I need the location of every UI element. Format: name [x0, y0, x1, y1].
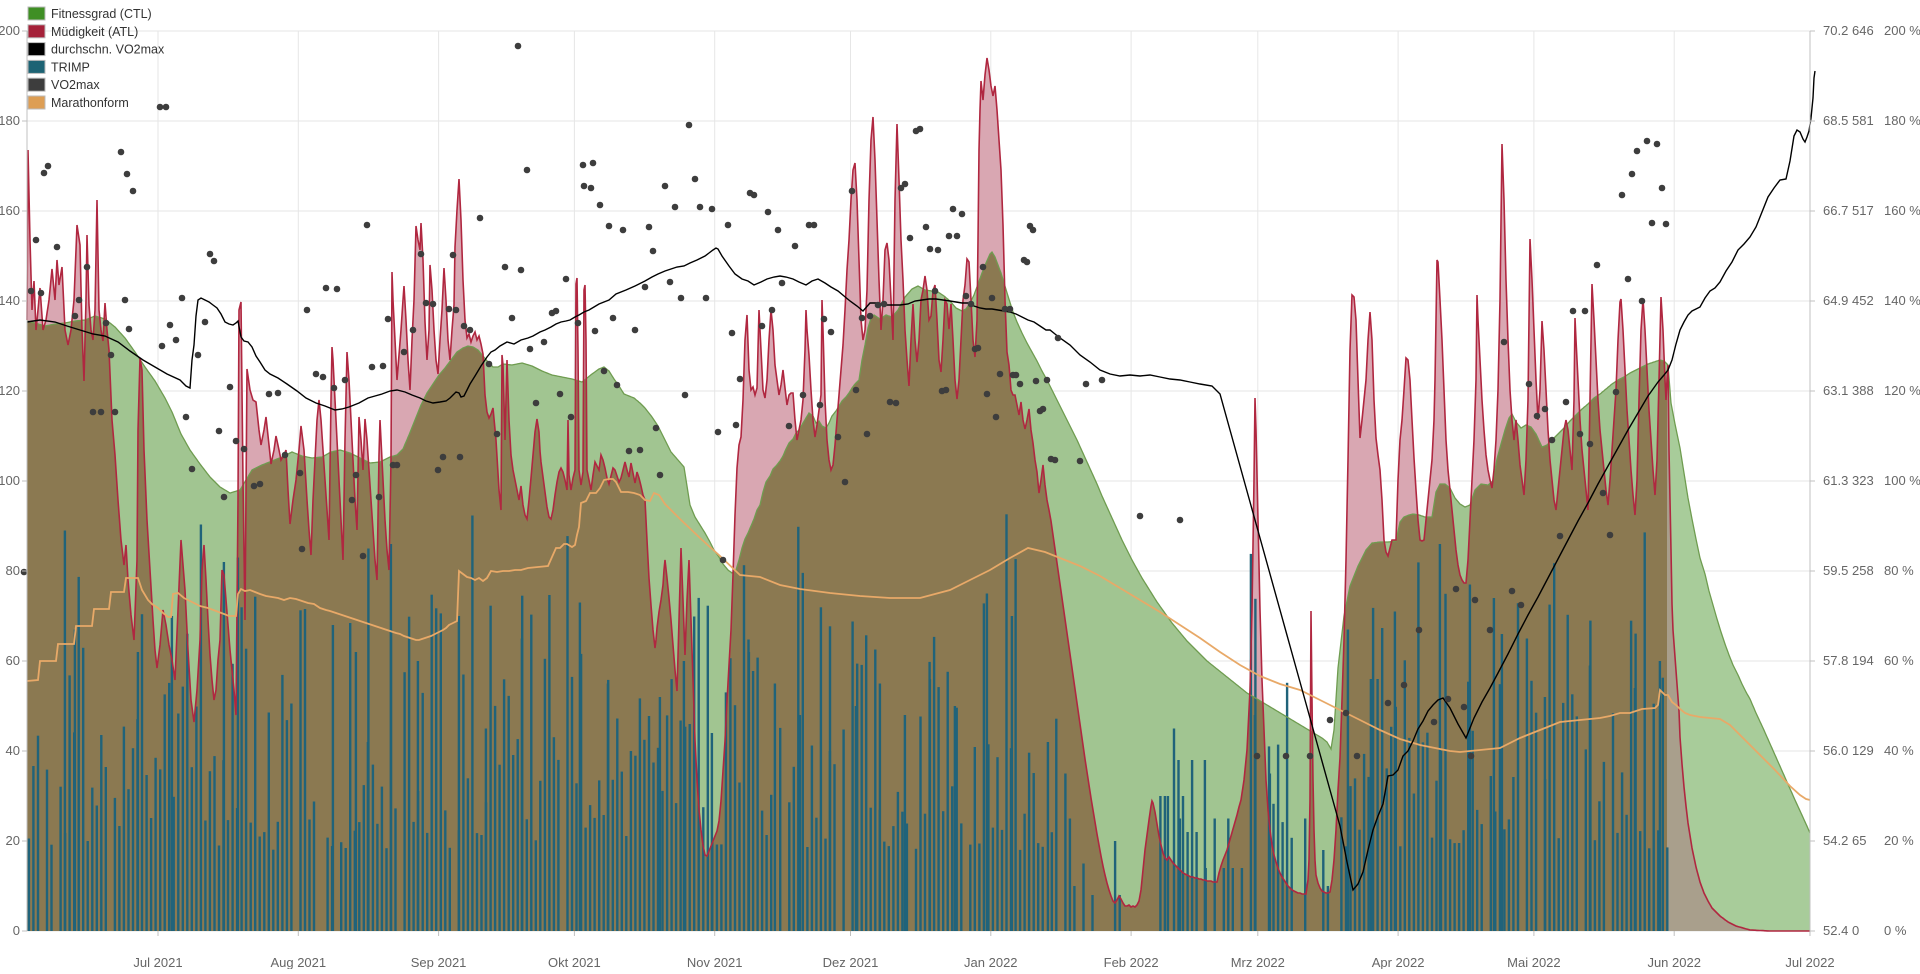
- svg-text:VO2max: VO2max: [51, 78, 100, 92]
- svg-text:70.2: 70.2: [1823, 23, 1848, 38]
- svg-text:Jul 2022: Jul 2022: [1785, 955, 1834, 969]
- svg-text:180: 180: [0, 113, 20, 128]
- svg-text:63.1: 63.1: [1823, 383, 1848, 398]
- svg-text:64.9: 64.9: [1823, 293, 1848, 308]
- svg-text:Sep 2021: Sep 2021: [411, 955, 467, 969]
- svg-text:452: 452: [1852, 293, 1874, 308]
- svg-text:160: 160: [0, 203, 20, 218]
- svg-text:140: 140: [0, 293, 20, 308]
- svg-text:40: 40: [6, 743, 20, 758]
- svg-text:57.8: 57.8: [1823, 653, 1848, 668]
- svg-text:Apr 2022: Apr 2022: [1372, 955, 1425, 969]
- svg-text:Jan 2022: Jan 2022: [964, 955, 1018, 969]
- svg-text:200 %: 200 %: [1884, 23, 1920, 38]
- svg-text:52.4: 52.4: [1823, 923, 1848, 938]
- svg-text:646: 646: [1852, 23, 1874, 38]
- svg-text:Feb 2022: Feb 2022: [1104, 955, 1159, 969]
- svg-text:60: 60: [6, 653, 20, 668]
- svg-text:Dez 2021: Dez 2021: [823, 955, 879, 969]
- svg-text:20 %: 20 %: [1884, 833, 1914, 848]
- svg-text:581: 581: [1852, 113, 1874, 128]
- svg-text:20: 20: [6, 833, 20, 848]
- svg-text:100: 100: [0, 473, 20, 488]
- svg-text:180 %: 180 %: [1884, 113, 1920, 128]
- svg-text:258: 258: [1852, 563, 1874, 578]
- svg-text:Müdigkeit (ATL): Müdigkeit (ATL): [51, 25, 138, 39]
- svg-text:durchschn. VO2max: durchschn. VO2max: [51, 43, 165, 57]
- svg-text:388: 388: [1852, 383, 1874, 398]
- svg-text:65: 65: [1852, 833, 1866, 848]
- svg-text:323: 323: [1852, 473, 1874, 488]
- svg-text:120 %: 120 %: [1884, 383, 1920, 398]
- svg-text:Okt 2021: Okt 2021: [548, 955, 601, 969]
- svg-text:59.5: 59.5: [1823, 563, 1848, 578]
- svg-text:Fitnessgrad (CTL): Fitnessgrad (CTL): [51, 7, 152, 21]
- svg-text:194: 194: [1852, 653, 1874, 668]
- svg-text:Marathonform: Marathonform: [51, 96, 129, 110]
- svg-text:54.2: 54.2: [1823, 833, 1848, 848]
- svg-text:Jul 2021: Jul 2021: [133, 955, 182, 969]
- svg-text:60 %: 60 %: [1884, 653, 1914, 668]
- svg-text:Mrz 2022: Mrz 2022: [1231, 955, 1285, 969]
- svg-text:Aug 2021: Aug 2021: [270, 955, 326, 969]
- svg-text:61.3: 61.3: [1823, 473, 1848, 488]
- svg-text:Nov 2021: Nov 2021: [687, 955, 743, 969]
- svg-text:Jun 2022: Jun 2022: [1647, 955, 1701, 969]
- svg-text:80: 80: [6, 563, 20, 578]
- svg-text:0: 0: [1852, 923, 1859, 938]
- svg-text:120: 120: [0, 383, 20, 398]
- svg-text:66.7: 66.7: [1823, 203, 1848, 218]
- svg-text:517: 517: [1852, 203, 1874, 218]
- svg-text:140 %: 140 %: [1884, 293, 1920, 308]
- svg-text:Mai 2022: Mai 2022: [1507, 955, 1560, 969]
- svg-text:200: 200: [0, 23, 20, 38]
- svg-text:56.0: 56.0: [1823, 743, 1848, 758]
- svg-text:160 %: 160 %: [1884, 203, 1920, 218]
- svg-text:100 %: 100 %: [1884, 473, 1920, 488]
- svg-text:0: 0: [13, 923, 20, 938]
- svg-text:80 %: 80 %: [1884, 563, 1914, 578]
- svg-text:68.5: 68.5: [1823, 113, 1848, 128]
- svg-text:40 %: 40 %: [1884, 743, 1914, 758]
- svg-text:0 %: 0 %: [1884, 923, 1907, 938]
- svg-text:TRIMP: TRIMP: [51, 60, 90, 74]
- svg-text:129: 129: [1852, 743, 1874, 758]
